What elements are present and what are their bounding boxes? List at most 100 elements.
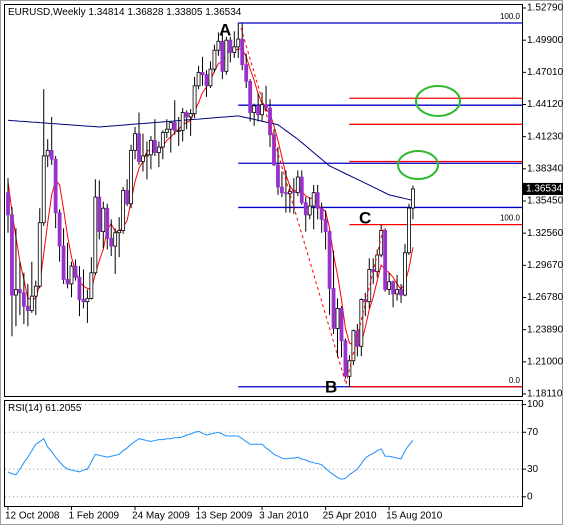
y-tick-label: 1.38340 bbox=[527, 163, 563, 174]
candle-body bbox=[335, 308, 340, 329]
candle-body bbox=[164, 128, 169, 133]
annotation: C bbox=[359, 208, 371, 227]
candle-body bbox=[172, 122, 177, 131]
wave-line bbox=[240, 27, 347, 385]
y-tick-label: 100 bbox=[527, 399, 544, 410]
y-tick-label: 0 bbox=[527, 491, 533, 502]
candle-body bbox=[359, 299, 364, 347]
candle-body bbox=[137, 133, 141, 162]
candle-body bbox=[200, 72, 205, 76]
y-tick-label: 1.32560 bbox=[527, 228, 563, 239]
candle-body bbox=[41, 155, 46, 224]
candle-body bbox=[216, 40, 221, 51]
candle-body bbox=[204, 74, 209, 87]
candle-body bbox=[29, 295, 34, 312]
candle-body bbox=[25, 305, 30, 312]
candle-body bbox=[319, 207, 324, 220]
price-panel bbox=[4, 4, 523, 397]
candle-body bbox=[14, 289, 18, 296]
candle-body bbox=[331, 287, 336, 329]
candle-body bbox=[323, 218, 328, 233]
fibo-label: 100.0 bbox=[500, 214, 521, 223]
y-tick-label: 1.29670 bbox=[527, 260, 563, 271]
candle-body bbox=[351, 330, 356, 362]
candle-body bbox=[347, 360, 352, 377]
fibo-label: 100.0 bbox=[500, 12, 521, 21]
y-tick-label: 1.49900 bbox=[527, 35, 563, 46]
candle-body bbox=[208, 68, 213, 87]
candle-body bbox=[192, 85, 197, 115]
annotation: B bbox=[325, 377, 337, 396]
candle-body bbox=[101, 207, 106, 233]
candle-body bbox=[77, 276, 82, 300]
candle-body bbox=[236, 38, 241, 48]
candle-body bbox=[248, 80, 253, 113]
candle-body bbox=[152, 139, 157, 153]
rsi-panel bbox=[4, 400, 523, 507]
candle-body bbox=[117, 230, 122, 234]
candle-body bbox=[383, 230, 388, 290]
candle-body bbox=[109, 237, 114, 247]
candle-body bbox=[89, 272, 94, 299]
candle-body bbox=[327, 231, 332, 289]
candle-body bbox=[252, 105, 257, 113]
candle-body bbox=[156, 146, 161, 153]
candle-body bbox=[391, 281, 395, 295]
candle-body bbox=[399, 289, 403, 296]
candle-body bbox=[315, 192, 320, 209]
candle-body bbox=[287, 191, 292, 195]
last-price-box bbox=[523, 182, 563, 195]
candle-body bbox=[280, 186, 284, 194]
candle-body bbox=[168, 122, 173, 130]
x-tick-label: 12 Oct 2008 bbox=[5, 511, 60, 522]
candle-body bbox=[160, 132, 165, 148]
candle-body bbox=[141, 155, 145, 162]
candle-body bbox=[276, 164, 280, 188]
candle-body bbox=[343, 340, 348, 377]
y-tick-label: 1.23890 bbox=[527, 324, 563, 335]
candle-body bbox=[65, 279, 70, 285]
candle-body bbox=[240, 38, 245, 66]
candle-body bbox=[180, 112, 185, 131]
candle-body bbox=[367, 269, 372, 303]
candle-body bbox=[311, 192, 316, 207]
y-tick-label: 1.44120 bbox=[527, 99, 563, 110]
candle-body bbox=[85, 297, 90, 303]
y-tick-label: 1.26780 bbox=[527, 292, 563, 303]
x-tick-label: 3 Jan 2010 bbox=[259, 511, 309, 522]
candle-body bbox=[196, 72, 201, 87]
y-tick-label: 1.18110 bbox=[527, 389, 563, 400]
last-price-label: 1.36534 bbox=[526, 184, 563, 195]
candle-body bbox=[69, 265, 74, 285]
rsi-name: RSI(14) bbox=[8, 403, 42, 414]
candle-body bbox=[10, 214, 14, 296]
candle-body bbox=[37, 222, 42, 287]
candle-body bbox=[73, 265, 78, 278]
highlight-ellipse bbox=[415, 85, 461, 117]
candle-body bbox=[113, 232, 118, 247]
symbol: EURUSD,Weekly bbox=[8, 7, 86, 18]
y-tick-label: 30 bbox=[527, 464, 539, 475]
candle-body bbox=[260, 104, 264, 116]
x-tick-label: 25 Apr 2010 bbox=[323, 511, 377, 522]
rsi-title: RSI(14) 61.2055 bbox=[8, 403, 82, 414]
y-tick-label: 1.41230 bbox=[527, 131, 563, 142]
candle-body bbox=[395, 289, 399, 295]
y-tick-label: 1.21000 bbox=[527, 356, 563, 367]
indicator-line bbox=[7, 115, 414, 201]
candle-body bbox=[188, 113, 193, 118]
candle-body bbox=[339, 308, 344, 342]
candle-body bbox=[407, 207, 411, 254]
candle-body bbox=[411, 188, 415, 209]
last-low: 1.33805 bbox=[166, 7, 203, 18]
fibo-label: 0.0 bbox=[509, 376, 521, 385]
candle-body bbox=[375, 254, 380, 273]
candle-body bbox=[105, 207, 110, 239]
candle-body bbox=[244, 64, 249, 82]
x-tick-label: 24 May 2009 bbox=[132, 511, 190, 522]
candle-body bbox=[57, 212, 62, 247]
candle-body bbox=[224, 39, 229, 72]
candle-body bbox=[121, 190, 126, 231]
plot-layer: 1.52790 1.49900 1.47010 1.44120 1.41230 1.383… bbox=[5, 3, 563, 522]
